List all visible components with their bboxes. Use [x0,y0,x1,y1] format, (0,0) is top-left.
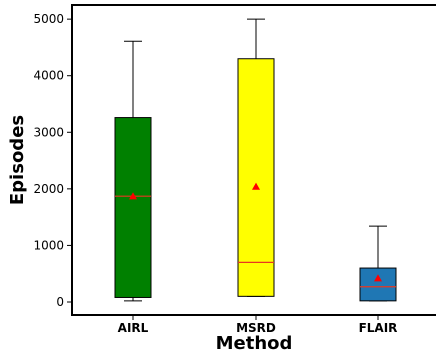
x-tick-label: AIRL [118,321,149,335]
y-tick-label: 0 [56,295,64,309]
y-tick-label: 4000 [33,69,64,83]
y-tick-label: 2000 [33,182,64,196]
box-body [237,58,275,297]
x-axis-ticks: AIRL MSRD FLAIR [118,315,398,335]
plot-frame [71,4,436,316]
box-body [359,267,397,302]
box-airl [114,40,152,302]
box-body [114,117,152,298]
x-axis-label: Method [216,333,293,354]
box-msrd [237,18,275,297]
boxes-layer [114,18,397,302]
mean-marker [252,182,260,190]
x-tick-label: MSRD [236,321,276,335]
box-flair [359,225,397,302]
mean-marker [374,274,382,282]
y-axis-label: Episodes [7,115,28,205]
y-axis-ticks: 0 1000 2000 3000 4000 5000 [33,12,72,309]
x-tick-label: FLAIR [359,321,398,335]
y-tick-label: 1000 [33,238,64,252]
mean-marker [129,192,137,200]
y-tick-label: 3000 [33,125,64,139]
y-tick-label: 5000 [33,12,64,26]
